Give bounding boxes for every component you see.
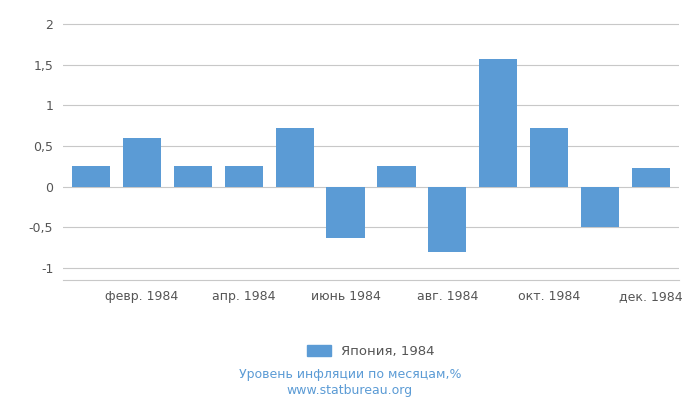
Bar bbox=[581, 186, 620, 227]
Bar bbox=[326, 186, 365, 238]
Bar bbox=[72, 166, 110, 186]
Bar bbox=[480, 59, 517, 186]
Bar bbox=[122, 138, 161, 186]
Bar bbox=[428, 186, 466, 252]
Bar bbox=[632, 168, 670, 186]
Text: www.statbureau.org: www.statbureau.org bbox=[287, 384, 413, 397]
Text: Уровень инфляции по месяцам,%: Уровень инфляции по месяцам,% bbox=[239, 368, 461, 381]
Bar bbox=[530, 128, 568, 186]
Legend: Япония, 1984: Япония, 1984 bbox=[302, 339, 440, 363]
Bar bbox=[377, 166, 416, 186]
Bar bbox=[174, 166, 212, 186]
Bar bbox=[225, 166, 262, 186]
Bar bbox=[276, 128, 314, 186]
